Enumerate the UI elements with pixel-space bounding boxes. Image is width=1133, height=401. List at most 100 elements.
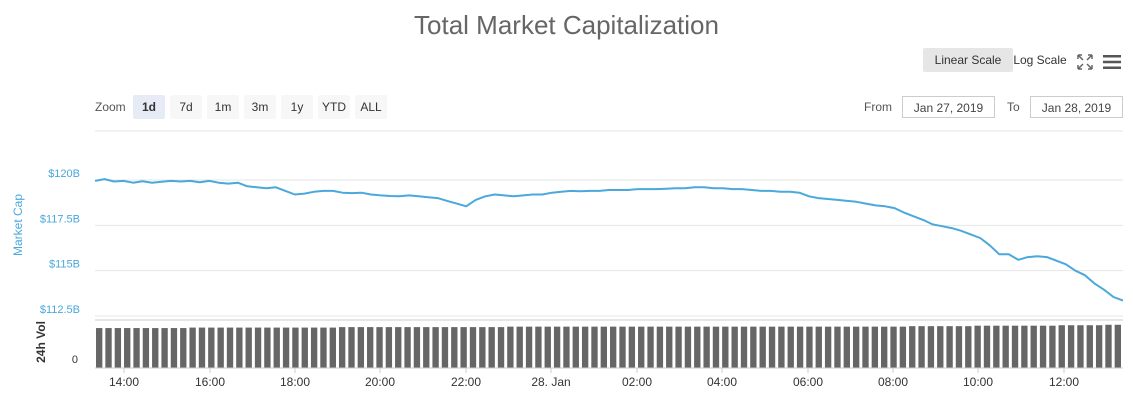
x-tick-label: 04:00 [707,375,737,389]
from-date-input[interactable]: Jan 27, 2019 [902,96,995,118]
volume-bar [862,326,869,368]
volume-bar [329,327,336,368]
volume-bar [254,327,262,368]
volume-bar [1021,325,1028,368]
zoom-1m-button[interactable]: 1m [207,95,239,119]
volume-bar [778,326,785,368]
volume-bar [852,326,860,368]
zoom-3m-button[interactable]: 3m [244,95,276,119]
volume-bar [1095,325,1103,368]
volume-bar [423,327,430,368]
grid-lines [95,130,1123,321]
to-date-input[interactable]: Jan 28, 2019 [1030,96,1123,118]
volume-bar [684,326,692,368]
volume-bar [974,325,981,368]
volume-bars [96,324,1121,368]
zoom-all-button[interactable]: ALL [355,95,387,119]
volume-bar [740,326,748,368]
zoom-ytd-button[interactable]: YTD [318,95,350,119]
zoom-label: Zoom [95,100,126,114]
volume-bar [993,325,1000,368]
volume-bar [927,326,935,368]
volume-bar [628,326,636,368]
volume-bar [432,327,439,368]
volume-y-tick-label: 0 [72,354,78,366]
volume-bar [600,326,607,368]
volume-bar [208,327,215,368]
volume-bar [301,327,308,368]
market-cap-line [94,178,1124,302]
volume-bar [376,327,383,368]
x-tick-label: 22:00 [451,375,481,389]
volume-bar [572,326,579,368]
volume-bar [759,326,766,368]
volume-bar [703,326,710,368]
volume-bar [338,327,346,368]
log-scale-button[interactable]: Log Scale [1013,53,1067,67]
volume-bar [1030,325,1037,368]
volume-bar [647,326,654,368]
volume-bar [1114,324,1121,368]
volume-bar [806,326,813,368]
volume-bar [525,326,533,368]
x-tick-label: 10:00 [963,375,993,389]
volume-bar [507,326,514,368]
x-tick-label: 02:00 [622,375,652,389]
volume-bar [656,326,664,368]
volume-bar [516,326,523,368]
y-tick-label: $112.5B [40,304,80,316]
volume-bar [712,326,720,368]
volume-bar [282,327,290,368]
volume-bar [488,327,495,368]
volume-bar [694,326,701,368]
volume-bar [610,326,617,368]
x-axis-ticks: 14:00 16:00 18:00 20:00 22:00 28. Jan 02:00 04:… [95,367,1123,389]
volume-bar [1086,325,1093,368]
y-tick-label: $120B [48,168,80,180]
volume-bar [226,327,234,368]
y-axis-label-market-cap: Market Cap [11,194,25,256]
volume-bar [768,326,776,368]
zoom-7d-button[interactable]: 7d [170,95,202,119]
y-axis-label-24h-vol: 24h Vol [34,321,48,363]
volume-bar [404,327,411,368]
volume-bar [750,326,757,368]
volume-bar [395,327,402,368]
volume-bar [890,326,897,368]
volume-bar [189,327,196,368]
volume-bar [198,327,206,368]
volume-bar [834,326,841,368]
fullscreen-icon[interactable] [1077,54,1093,70]
volume-bar [348,327,355,368]
volume-bar [152,328,159,368]
volume-bar [722,326,729,368]
volume-bar [843,326,850,368]
volume-bar [451,327,458,368]
volume-bar [124,328,131,368]
linear-scale-button[interactable]: Linear Scale [923,48,1013,72]
volume-bar [787,326,794,368]
volume-bar [245,327,252,368]
volume-bar [357,327,365,368]
volume-bar [591,326,598,368]
volume-bar [367,327,374,368]
volume-bar [666,326,673,368]
volume-bar [824,326,832,368]
volume-bar [918,326,925,368]
volume-bar [460,327,467,368]
volume-bar [469,327,477,368]
volume-bar [946,326,953,368]
volume-bar [170,328,178,368]
volume-bar [535,326,542,368]
volume-bar [796,326,804,368]
volume-bar [563,326,570,368]
hamburger-menu-icon[interactable] [1103,54,1121,70]
x-tick-label: 12:00 [1049,375,1079,389]
y-tick-label: $117.5B [40,213,80,225]
volume-bar [899,326,907,368]
volume-bar [881,326,888,368]
volume-bar [217,327,224,368]
zoom-1y-button[interactable]: 1y [281,95,313,119]
zoom-1d-button[interactable]: 1d [133,95,165,119]
volume-bar [273,327,280,368]
